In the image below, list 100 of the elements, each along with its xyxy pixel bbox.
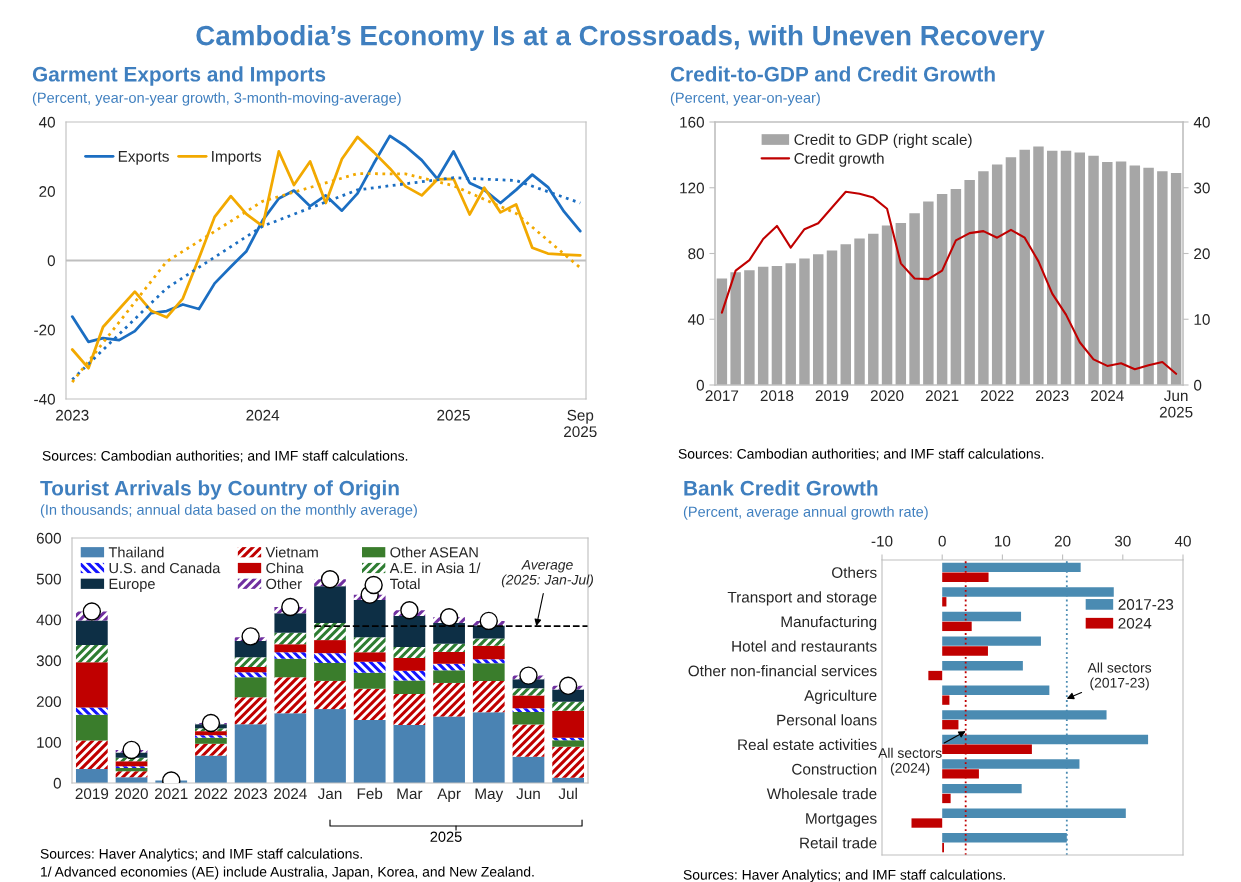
bar xyxy=(950,189,962,385)
bar xyxy=(195,731,227,736)
bar xyxy=(909,213,920,385)
bar xyxy=(512,756,545,783)
legend-label: Other xyxy=(266,578,302,590)
y-tick-label: Construction xyxy=(792,763,877,775)
x-tick-label: 2025 xyxy=(437,409,470,421)
bar xyxy=(314,662,346,681)
bar xyxy=(1074,152,1085,385)
x-tick-label: -10 xyxy=(871,535,893,547)
x-tick-label: 2023 xyxy=(56,409,89,421)
legend-label: Total xyxy=(390,578,420,590)
bar xyxy=(472,680,505,713)
bar xyxy=(234,677,267,698)
bar xyxy=(936,194,948,385)
y2-tick-label: 30 xyxy=(1194,182,1210,194)
y-tick-label: 200 xyxy=(36,696,61,708)
bar xyxy=(393,693,426,726)
point xyxy=(122,740,141,760)
bar xyxy=(512,695,545,709)
bar xyxy=(1047,150,1058,385)
bar xyxy=(433,682,465,717)
y-tick-label: Other non-financial services xyxy=(688,665,877,677)
bar xyxy=(942,783,1022,794)
y-tick-label: -40 xyxy=(34,393,55,405)
bar xyxy=(942,611,1022,622)
bar xyxy=(730,272,741,385)
bar xyxy=(195,737,227,744)
x-tick-label: Jul xyxy=(558,787,577,800)
bar xyxy=(744,270,755,385)
bar xyxy=(75,644,108,663)
bar xyxy=(512,688,545,696)
y2-tick-label: 40 xyxy=(1193,116,1210,128)
bar xyxy=(1005,157,1017,385)
y-tick-label: Personal loans xyxy=(777,714,877,726)
bar xyxy=(1143,167,1154,385)
bar xyxy=(393,647,426,659)
y2-tick-label: 0 xyxy=(1194,379,1202,391)
bar xyxy=(1088,155,1099,385)
bar xyxy=(274,632,307,645)
bar xyxy=(274,652,307,659)
bar xyxy=(472,645,505,660)
bar xyxy=(881,225,893,385)
bar xyxy=(854,238,865,385)
bar xyxy=(923,201,934,385)
bar xyxy=(1060,150,1072,385)
legend-label: 2024 xyxy=(1118,617,1152,629)
bar xyxy=(314,653,346,663)
bar xyxy=(813,254,824,385)
y-tick-label: 0 xyxy=(53,777,61,789)
bar xyxy=(1170,173,1182,385)
bar xyxy=(433,716,465,783)
bar xyxy=(964,180,975,385)
y2-tick-label: 10 xyxy=(1194,314,1210,325)
y-tick-label: Real estate activities xyxy=(738,738,877,751)
bar xyxy=(353,720,386,783)
text: 1/ Advanced economies (AE) include Australia, Japan, Korea, and New Zealand. xyxy=(41,866,534,880)
point xyxy=(479,611,498,631)
bar xyxy=(716,278,728,385)
bar xyxy=(1019,149,1030,385)
text: Cambodia’s Economy Is at a Crossroads, with Uneven Recovery xyxy=(196,25,1045,51)
bar xyxy=(234,657,267,668)
x-tick-label: 2023 xyxy=(1036,390,1069,402)
legend-label: Europe xyxy=(109,578,155,592)
bar xyxy=(353,652,386,662)
bar xyxy=(314,640,346,654)
bar xyxy=(785,263,796,385)
bar xyxy=(826,250,838,385)
y2-tick-label: 20 xyxy=(1194,248,1210,260)
bar xyxy=(433,670,465,683)
x-tick-label: 0 xyxy=(938,535,946,547)
bar xyxy=(552,701,585,711)
y-tick-label: Retail trade xyxy=(800,837,877,849)
y-tick-label: 80 xyxy=(688,248,704,260)
x-tick-label: Apr xyxy=(437,788,461,803)
bar xyxy=(393,615,426,648)
point xyxy=(320,570,340,589)
bar xyxy=(274,658,307,678)
x-tick-label: 20 xyxy=(1054,535,1071,547)
text: 2025 xyxy=(430,831,462,842)
x-tick-label: 2020 xyxy=(870,390,904,402)
y-tick-label: Hotel and restaurants xyxy=(732,640,877,652)
bar xyxy=(799,258,810,385)
bar xyxy=(115,771,148,778)
x-tick-label: Sep 2025 xyxy=(564,409,597,438)
x-tick-label: 2017 xyxy=(705,390,739,402)
bar xyxy=(552,740,585,747)
legend-label: Other ASEAN xyxy=(390,546,478,558)
legend-label: Credit growth xyxy=(794,152,884,167)
x-tick-label: Jun xyxy=(516,788,540,800)
bar xyxy=(75,707,108,715)
bar xyxy=(393,725,426,783)
source-note: Sources: Cambodian authorities; and IMF staff calculations. xyxy=(678,448,1044,461)
y-tick-label: 500 xyxy=(36,573,61,585)
bar xyxy=(552,746,585,778)
bar xyxy=(868,233,879,385)
point xyxy=(400,601,419,620)
x-tick-label: Feb xyxy=(357,787,383,800)
bar xyxy=(353,600,386,638)
bar xyxy=(353,637,386,653)
